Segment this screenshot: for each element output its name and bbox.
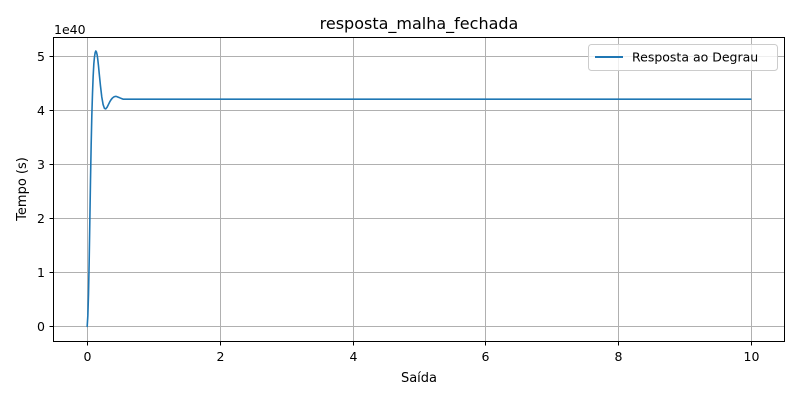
x-tick-label: 4 [350,349,358,364]
grid [54,38,784,341]
axis-ticks: 0 2 4 6 8 10 0 1 2 3 4 5 [37,49,759,364]
y-axis-label: Tempo (s) [15,157,30,222]
x-tick-label: 6 [482,349,490,364]
y-tick-label: 1 [37,265,45,280]
x-tick-label: 10 [744,349,760,364]
x-tick-label: 0 [84,349,92,364]
y-tick-label: 2 [37,211,45,226]
series-line-resposta-ao-degrau [86,50,752,328]
legend-label: Resposta ao Degrau [632,50,758,65]
series-layer [86,50,752,328]
chart-title: resposta_malha_fechada [320,14,519,34]
x-tick-label: 2 [217,349,225,364]
y-offset-label: 1e40 [54,22,86,37]
legend-box [588,44,778,71]
x-axis-label: Saída [401,371,437,386]
y-tick-label: 0 [37,319,45,334]
y-tick-label: 3 [37,157,45,172]
plot-area [53,37,785,342]
legend: Resposta ao Degrau [588,44,778,71]
x-tick-label: 8 [615,349,623,364]
y-tick-label: 5 [37,49,45,64]
y-tick-label: 4 [37,103,45,118]
